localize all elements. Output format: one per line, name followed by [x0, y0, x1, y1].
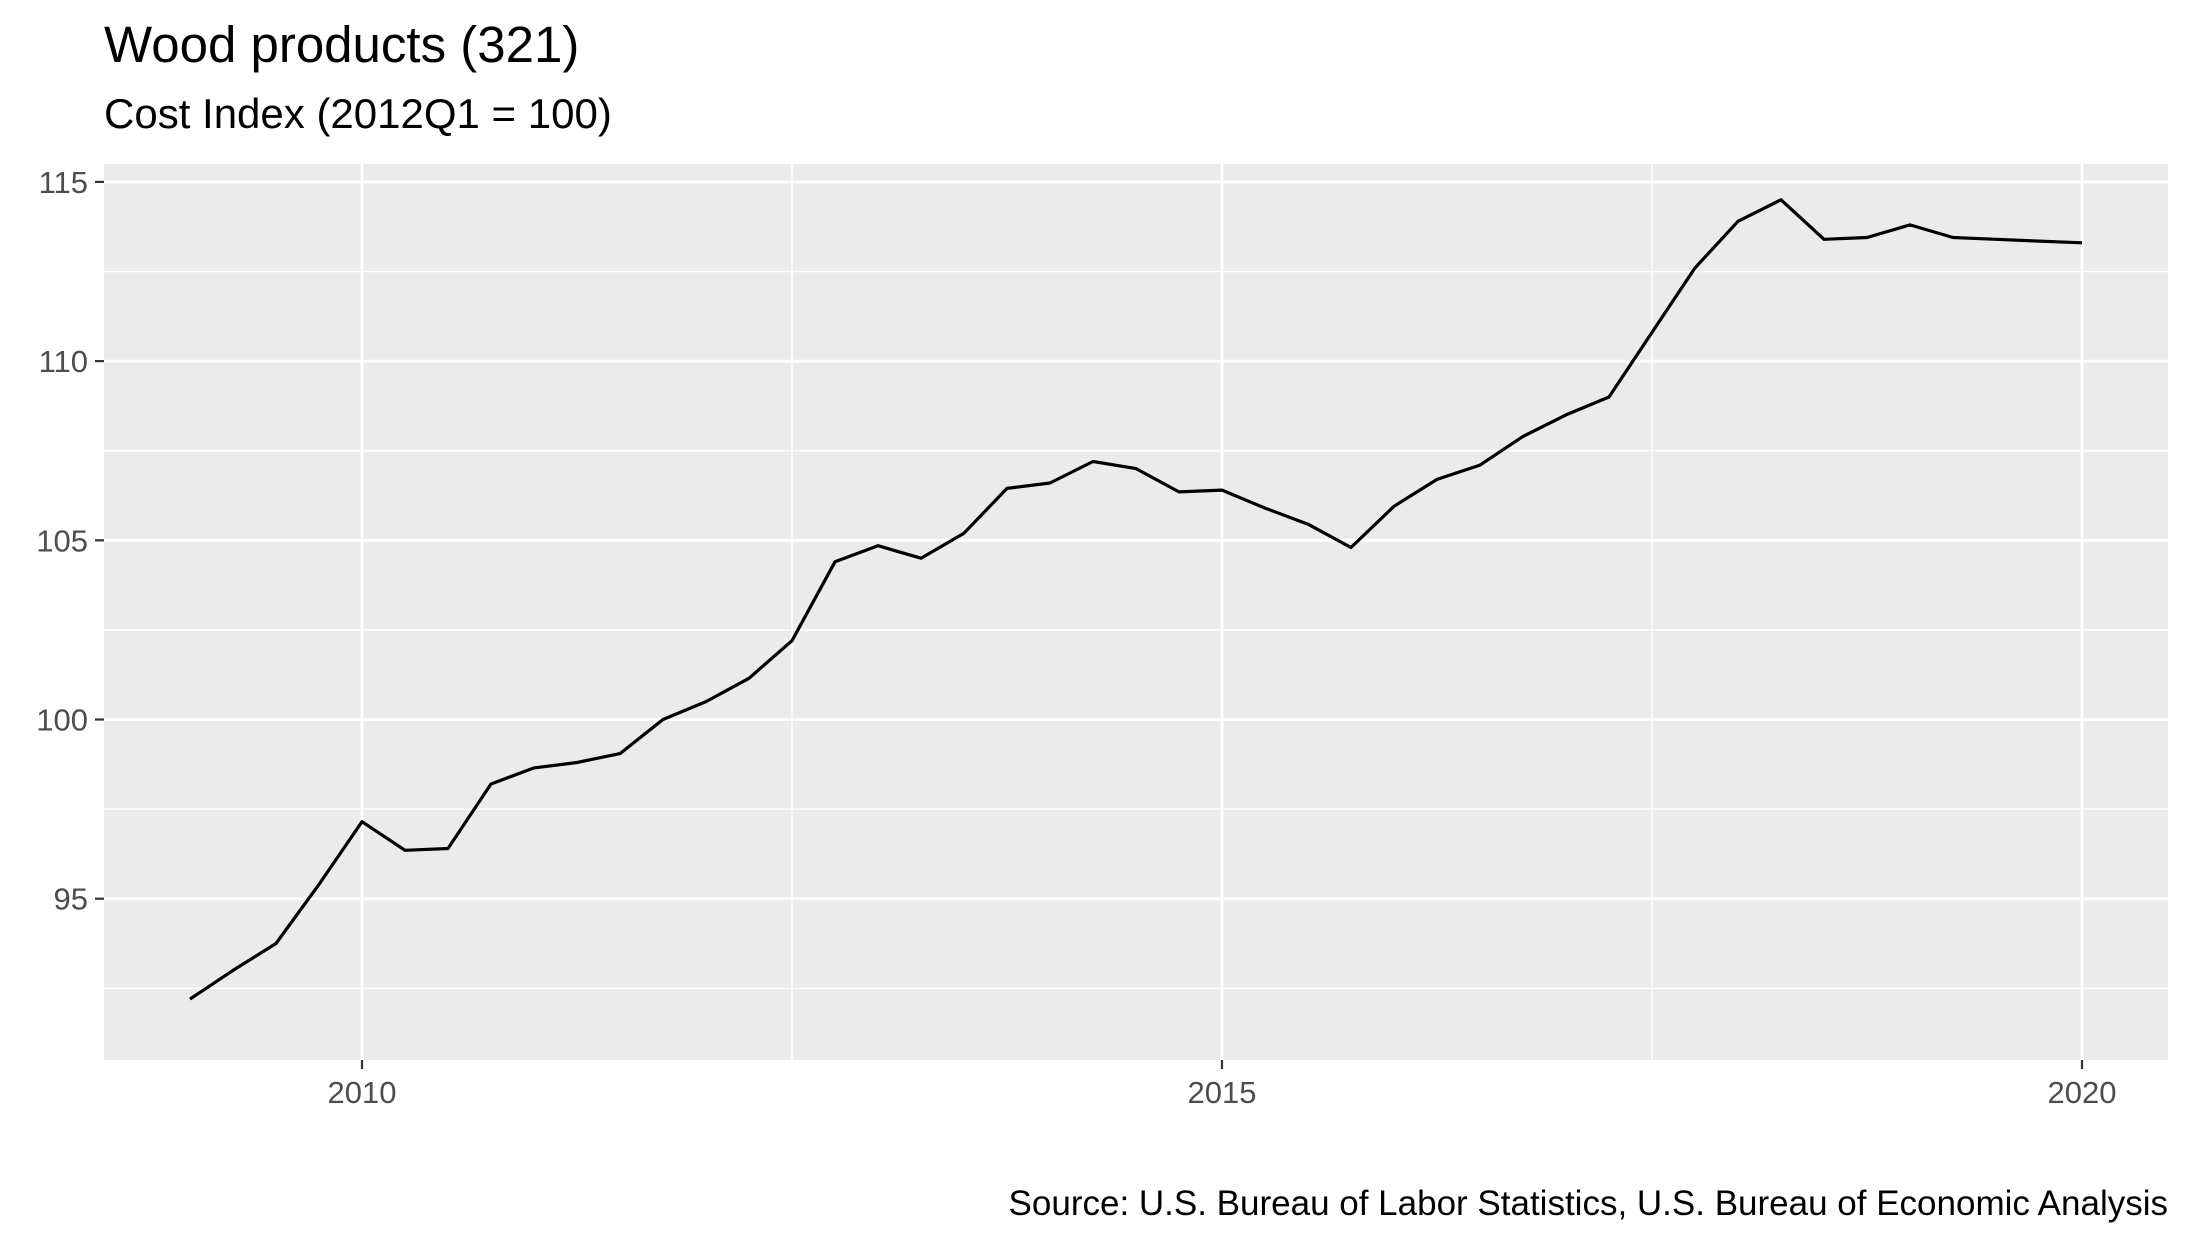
x-tick-label: 2015	[1188, 1075, 1257, 1110]
series-layer	[189, 198, 2083, 1001]
x-tick-label: 2010	[328, 1075, 397, 1110]
y-tick-label: 110	[39, 344, 88, 379]
chart-title: Wood products (321)	[104, 16, 580, 73]
major-gridlines	[104, 164, 2168, 1060]
y-tick-label: 100	[36, 703, 88, 738]
y-axis-labels: 95 100 105 110 115	[36, 165, 88, 917]
series-line	[189, 198, 2083, 1001]
x-tick-label: 2020	[2048, 1075, 2117, 1110]
plot-panel	[104, 164, 2168, 1060]
y-tick-label: 95	[54, 882, 88, 917]
y-tick-label: 105	[36, 523, 88, 558]
chart-subtitle: Cost Index (2012Q1 = 100)	[104, 90, 612, 137]
axis-ticks	[95, 180, 2084, 1069]
minor-gridlines	[104, 164, 2168, 1060]
chart-source-caption: Source: U.S. Bureau of Labor Statistics,…	[1008, 1184, 2168, 1223]
y-tick-label: 115	[39, 165, 88, 200]
x-axis-labels: 2010 2015 2020	[328, 1075, 2117, 1110]
